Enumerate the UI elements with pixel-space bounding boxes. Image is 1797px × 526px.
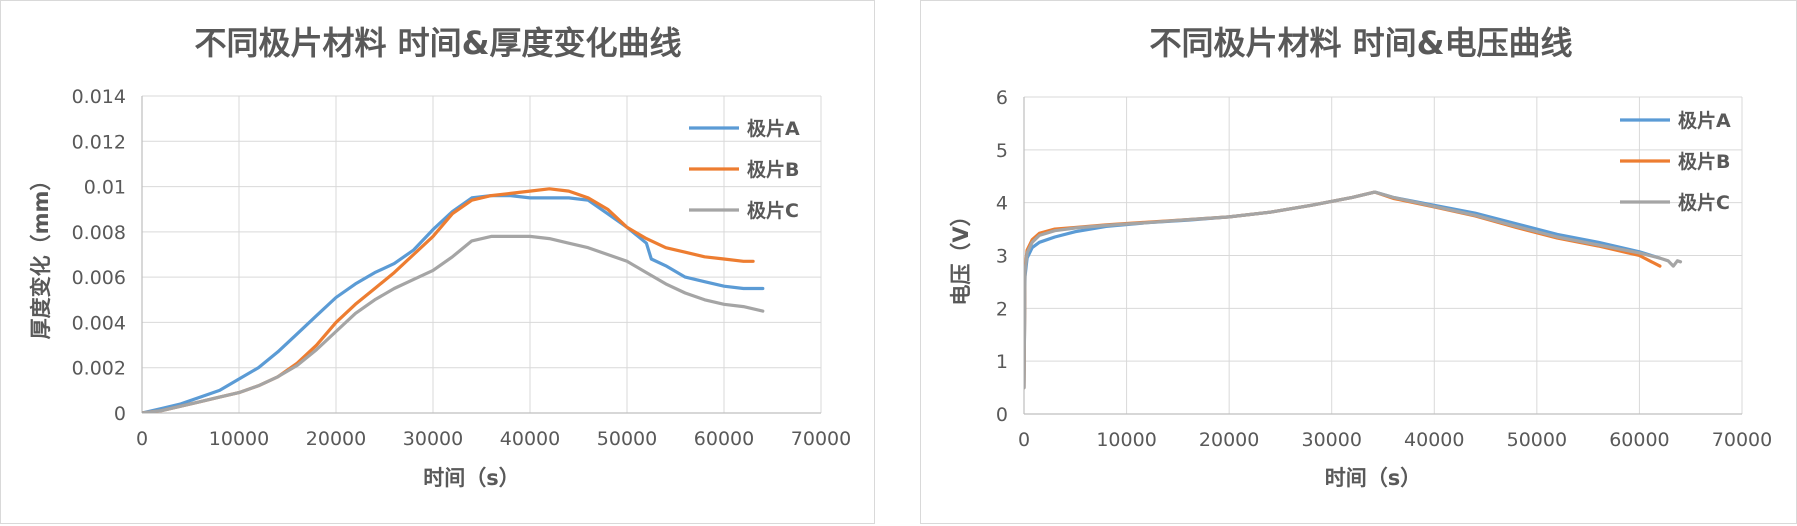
y-tick-label: 0 (114, 403, 126, 425)
series-line-2 (1024, 190, 1662, 390)
x-tick-label: 40000 (500, 428, 560, 450)
thickness-chart: 不同极片材料 时间&厚度变化曲线 0 0.002 0.004 0.006 0.008 0.0… (29, 24, 851, 490)
x-tick-label: 20000 (306, 428, 366, 450)
x-tick-label: 40000 (1404, 429, 1464, 451)
legend-label-1: 极片A (747, 117, 800, 140)
x-axis-label: 时间（s） (1325, 466, 1422, 490)
thickness-chart-panel: 不同极片材料 时间&厚度变化曲线 0 0.002 0.004 0.006 0.008 0.0… (0, 0, 875, 524)
legend-label-2: 极片B (747, 158, 799, 181)
legend-label-1: 极片A (1678, 109, 1731, 132)
chart-title: 不同极片材料 时间&电压曲线 (1149, 24, 1572, 62)
legend-label-2: 极片B (1678, 150, 1730, 173)
y-tick-label: 3 (996, 246, 1008, 268)
x-tick-label: 60000 (694, 428, 754, 450)
voltage-chart-panel: 不同极片材料 时间&电压曲线 0 1 2 3 4 5 6 0 10000 20000 30000 400… (920, 0, 1797, 524)
y-tick-label: 0.01 (84, 177, 126, 199)
x-tick-label: 0 (1018, 429, 1030, 451)
y-tick-label: 5 (996, 140, 1008, 162)
x-tick-label: 70000 (791, 428, 851, 450)
x-tick-label: 30000 (1301, 429, 1361, 451)
y-tick-label: 0.008 (72, 222, 126, 244)
x-tick-label: 30000 (403, 428, 463, 450)
series-line-1 (142, 194, 765, 413)
x-tick-label: 50000 (597, 428, 657, 450)
y-tick-label: 6 (996, 87, 1008, 109)
y-tick-label: 0.012 (72, 131, 126, 153)
x-tick-label: 0 (136, 428, 148, 450)
y-tick-label: 2 (996, 298, 1008, 320)
x-axis-label: 时间（s） (423, 466, 520, 490)
y-tick-label: 0.004 (72, 312, 126, 334)
series-line-2 (142, 187, 755, 413)
y-tick-label: 0 (996, 404, 1008, 426)
legend-label-3: 极片C (1678, 191, 1730, 214)
series-line-3 (142, 234, 765, 413)
y-tick-label: 0.006 (72, 267, 126, 289)
y-tick-label: 4 (996, 193, 1008, 215)
x-tick-label: 60000 (1609, 429, 1669, 451)
x-tick-label: 50000 (1507, 429, 1567, 451)
x-tick-label: 70000 (1712, 429, 1772, 451)
y-axis-label: 厚度变化（mm） (29, 170, 53, 340)
series-line-1 (1024, 190, 1662, 390)
legend-label-3: 极片C (747, 199, 799, 222)
voltage-chart: 不同极片材料 时间&电压曲线 0 1 2 3 4 5 6 0 10000 20000 30000 400… (949, 24, 1772, 490)
y-tick-label: 0.014 (72, 86, 126, 108)
series-line-3 (1024, 190, 1683, 390)
y-tick-label: 0.002 (72, 358, 126, 380)
x-tick-label: 10000 (1096, 429, 1156, 451)
chart-title: 不同极片材料 时间&厚度变化曲线 (194, 24, 681, 62)
y-tick-label: 1 (996, 351, 1008, 373)
x-tick-label: 10000 (209, 428, 269, 450)
x-tick-label: 20000 (1199, 429, 1259, 451)
y-axis-label: 电压（V） (949, 205, 973, 305)
